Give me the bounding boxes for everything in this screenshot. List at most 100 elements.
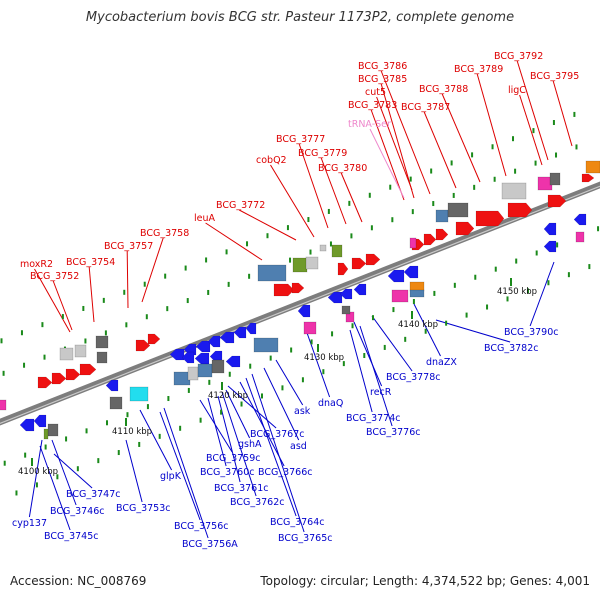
track-dot [207,289,210,295]
tick-label: 4130 kbp [304,353,344,363]
reverse-gene-glyph [225,355,241,368]
label-leader-line [359,325,393,427]
backbone-highlight [0,185,600,424]
track-dot [286,225,289,231]
track-dot [240,401,243,407]
track-dot [227,281,230,287]
track-dot [450,160,453,166]
dark-gene-glyph [109,396,123,410]
olive-gene-glyph [292,257,308,273]
forward-gene-glyph [547,194,567,208]
tick-label: 4140 kbp [398,320,438,330]
rna-gene-glyph [575,231,585,243]
track-dot [199,417,202,423]
track-dot [307,217,310,223]
gene-label: BCG_3754 [66,257,115,268]
reverse-gene-glyph [181,351,195,364]
reverse-gene-glyph [387,269,405,283]
label-leader-line [51,439,77,506]
gene-label: ask [294,406,311,417]
gene-label: BCG_3759c [206,453,261,464]
gene-label: gshA [238,439,262,450]
track-dot [351,323,354,329]
track-dot [166,306,169,312]
track-dot [167,396,170,402]
track-dot [535,250,538,256]
label-leader-line [370,109,405,201]
gene-label: BCG_3767c [250,429,305,440]
steel-gene-glyph [435,209,449,223]
track-dot [404,336,407,342]
track-dot [329,241,332,247]
gene-label: dnaZX [426,357,457,368]
label-leader-line [28,439,43,518]
track-dot [143,281,146,287]
track-dot [228,371,231,377]
label-leader-line [529,261,555,327]
label-leader-line [225,389,251,439]
track-dot [512,136,515,142]
label-leader-line [238,209,297,241]
track-dot [547,280,550,286]
label-leader-line [476,73,507,177]
track-dot [555,152,558,158]
label-leader-line [380,83,415,199]
track-dot [597,226,600,232]
forward-gene-glyph [365,253,381,266]
reverse-gene-glyph [207,335,221,348]
gene-label: BCG_3766c [258,467,313,478]
rna-gene-glyph [391,289,409,303]
label-leader-line [423,111,457,189]
forward-gene-glyph [475,210,505,227]
label-leader-line [227,385,277,429]
gene-label: BCG_3764c [270,517,325,528]
label-leader-line [139,409,173,471]
track-dot [260,393,263,399]
track-dot [187,387,190,393]
gene-label: BCG_3747c [66,489,121,500]
dark-gene-glyph [341,305,351,315]
track-dot [2,370,5,376]
track-dot [526,288,529,294]
gene-label: BCG_3795 [530,71,579,82]
tick-label: 4120 kbp [208,391,248,401]
track-dot [491,144,494,150]
accession-text: Accession: NC_008769 [10,574,147,588]
track-dot [269,355,272,361]
reverse-gene-glyph [327,291,343,304]
forward-gene-glyph [351,257,367,270]
track-dot [289,257,292,263]
label-leader-line [552,80,573,147]
track-dot [371,315,374,321]
label-leader-line [353,321,383,387]
track-dot [486,304,489,310]
steel-gene-glyph [257,264,287,282]
track-dot [493,176,496,182]
track-dot [331,331,334,337]
track-dot [126,412,129,418]
label-leader-line [34,268,71,333]
track-dot [248,273,251,279]
label-leader-line [163,407,209,539]
forward-gene-glyph [147,333,161,345]
track-dot [433,290,436,296]
reverse-gene-glyph [33,414,47,428]
track-dot [474,274,477,280]
track-dot [41,322,44,328]
track-dot [102,297,105,303]
label-leader-line [141,237,164,303]
gene-label: cobQ2 [256,155,287,166]
gene-label: BCG_3765c [278,533,333,544]
label-leader-line [275,359,304,406]
forward-gene-glyph [79,363,97,376]
steel-gene-glyph [197,363,213,378]
track-dot [56,474,59,480]
track-dot [65,436,68,442]
track-dot [220,409,223,415]
label-leader-line [52,280,73,331]
dark-gene-glyph [47,423,59,437]
label-leader-line [516,60,549,161]
gene-label: BCG_3762c [230,497,285,508]
